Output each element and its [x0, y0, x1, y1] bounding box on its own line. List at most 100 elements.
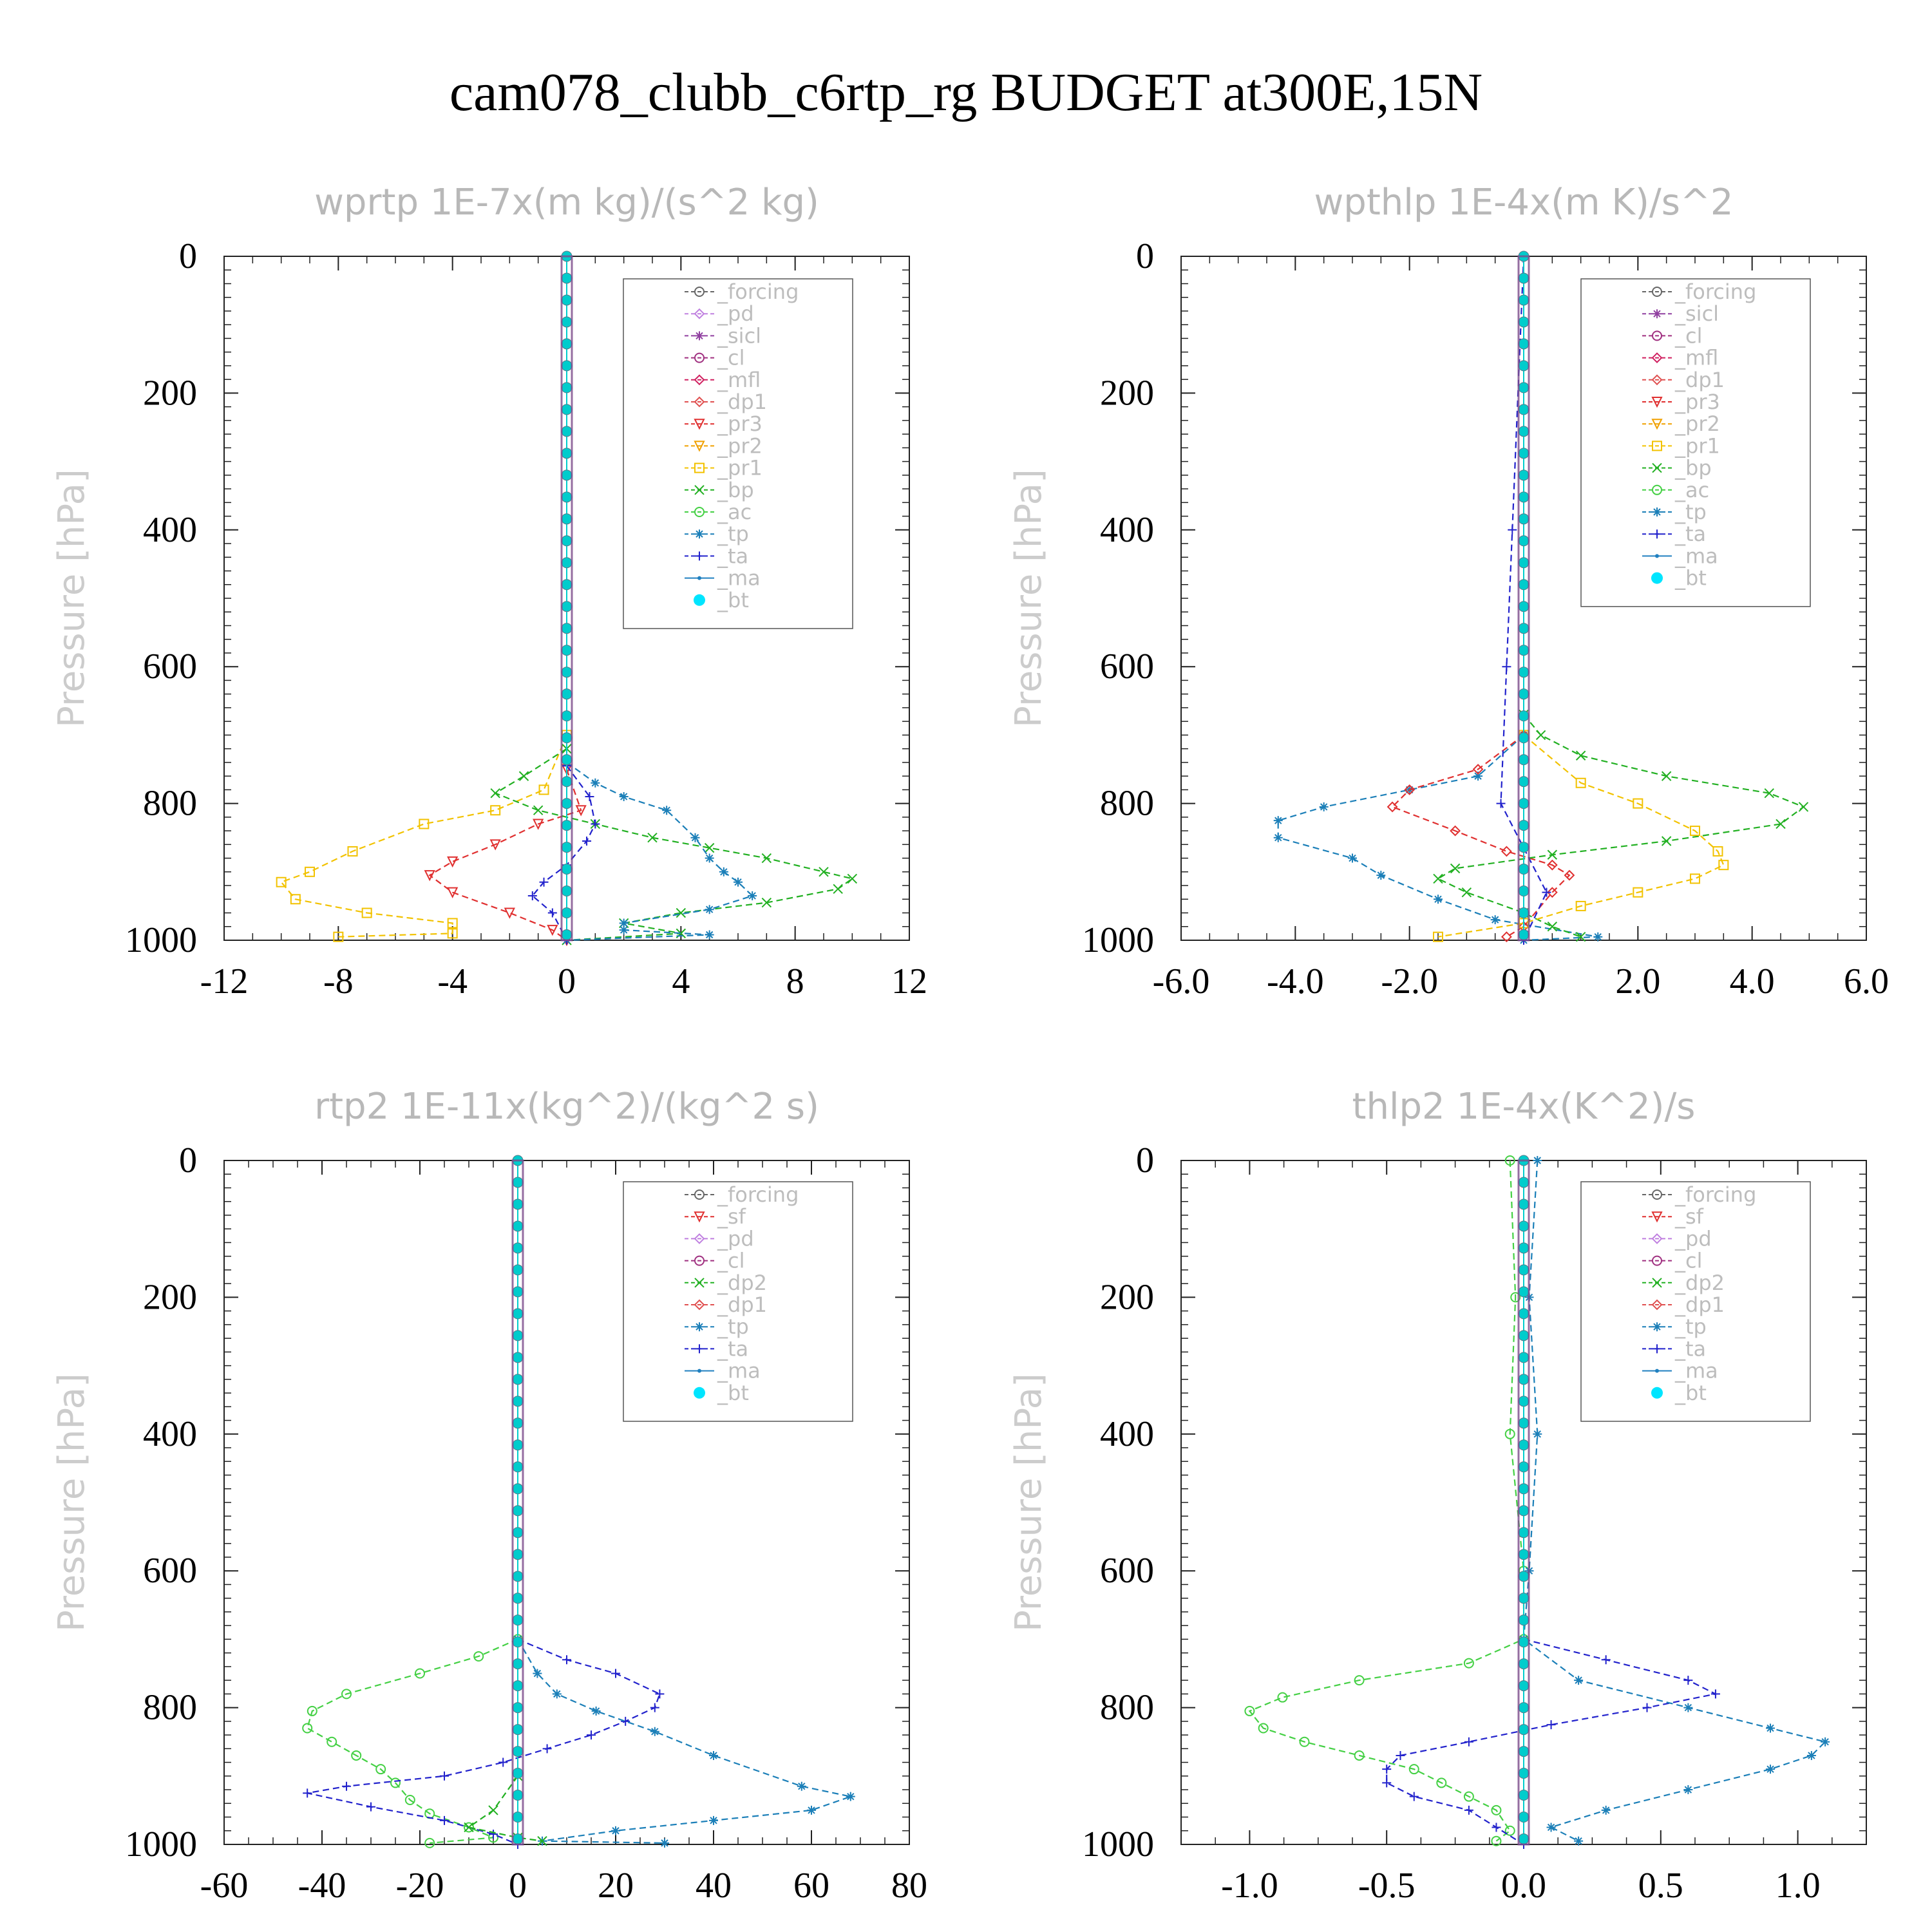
data-point [1547, 849, 1558, 860]
data-point [1574, 1676, 1584, 1685]
legend-label: _sf [717, 1204, 746, 1229]
data-point [561, 579, 573, 591]
data-point [547, 925, 558, 936]
data-point [489, 1830, 498, 1839]
chart-panel-3: rtp2 1E-11x(kg^2)/(kg^2 s) Pressure [hPa]… [51, 1086, 927, 1906]
series-tp [1273, 730, 1603, 945]
data-point [655, 1689, 665, 1699]
data-point [404, 1794, 415, 1805]
data-point [1518, 623, 1530, 634]
series-line [493, 748, 854, 942]
data-point [1518, 382, 1530, 393]
data-point [1633, 798, 1643, 809]
legend-label: _bp [717, 478, 754, 502]
data-point [1718, 860, 1729, 871]
x-tick-label: -1.0 [1221, 1866, 1278, 1906]
legend-marker [1653, 507, 1662, 516]
data-point [473, 1651, 484, 1662]
data-point [375, 1764, 386, 1775]
data-point [419, 819, 430, 829]
data-point [705, 905, 714, 914]
legend-item: _cl [685, 346, 744, 370]
legend-label: _mfl [717, 368, 761, 392]
legend-label: _pr3 [1674, 390, 1720, 414]
series-line [279, 734, 568, 938]
data-point [1690, 826, 1700, 837]
data-point [1299, 1736, 1310, 1747]
legend-marker [697, 576, 701, 580]
legend-item: _cl [685, 1249, 744, 1273]
legend-marker [1652, 330, 1662, 341]
series-line [307, 1638, 661, 1846]
y-tick-label: 0 [179, 236, 197, 276]
legend-marker [1653, 309, 1662, 319]
data-point [1518, 645, 1530, 656]
data-point [1518, 929, 1530, 941]
legend-marker [1652, 440, 1662, 451]
data-point [591, 1706, 601, 1716]
data-point [1450, 825, 1461, 837]
data-point [1396, 1750, 1405, 1760]
data-point [1518, 491, 1530, 503]
data-point [704, 842, 715, 853]
series-dp1 [302, 1634, 523, 1848]
data-point [561, 360, 573, 372]
data-point [440, 1815, 449, 1825]
x-tick-label: 6.0 [1844, 961, 1889, 1001]
data-point [1510, 1292, 1521, 1303]
legend-item: _pr2 [685, 433, 762, 458]
legend-box [1580, 278, 1811, 607]
data-point [440, 1771, 449, 1781]
data-point [512, 1220, 524, 1232]
data-point [542, 1744, 552, 1754]
data-point [1433, 873, 1443, 884]
data-point [512, 1636, 524, 1648]
data-point [512, 1527, 524, 1539]
legend-label: _ma [717, 566, 761, 591]
data-point [1244, 1705, 1255, 1716]
data-point [561, 667, 573, 678]
data-point [650, 1727, 659, 1736]
legend-label: _dp2 [1674, 1271, 1725, 1295]
legend-item: _tp [685, 1314, 749, 1339]
data-point [1491, 1835, 1502, 1846]
legend-label: _ta [717, 544, 748, 568]
data-point [1518, 1615, 1530, 1626]
legend-label: _pd [717, 301, 754, 326]
legend-item: _dp1 [1642, 1293, 1725, 1317]
legend-marker [1652, 287, 1662, 297]
data-point [1546, 1823, 1556, 1832]
legend-marker [695, 551, 704, 561]
y-tick-label: 800 [143, 784, 197, 824]
data-point [1683, 1703, 1693, 1712]
chart-panel-4: thlp2 1E-4x(K^2)/s Pressure [hPa] 0 200 400 6… [1008, 1086, 1867, 1906]
data-point [1575, 750, 1586, 761]
legend-item: _pr3 [685, 412, 762, 436]
data-point [1518, 272, 1530, 284]
legend-label: _pr3 [717, 412, 762, 436]
data-point [1764, 788, 1774, 799]
data-point [561, 907, 573, 919]
x-tick-label: 60 [793, 1866, 829, 1906]
data-point [1518, 426, 1530, 437]
legend-marker [694, 374, 705, 386]
legend-item: _sf [685, 1204, 746, 1229]
y-axis-label: Pressure [hPa] [51, 469, 93, 728]
data-point [1504, 1825, 1515, 1836]
legend-label: _dp2 [717, 1271, 767, 1295]
data-point [537, 1835, 547, 1846]
data-point [1518, 1746, 1530, 1757]
y-tick-label: 1000 [1082, 1824, 1154, 1864]
y-tick-label: 400 [143, 510, 197, 550]
data-point [504, 907, 515, 919]
legend: _forcing_pd_sicl_cl_mfl_dp1_pr3_pr2_pr1_… [623, 278, 853, 629]
legend-item: _cl [1642, 323, 1702, 348]
data-point [447, 887, 459, 898]
data-point [1518, 667, 1530, 678]
data-point [361, 907, 372, 918]
data-point [561, 929, 573, 941]
data-point [1518, 820, 1530, 831]
data-point [561, 316, 573, 328]
data-point [619, 791, 629, 801]
